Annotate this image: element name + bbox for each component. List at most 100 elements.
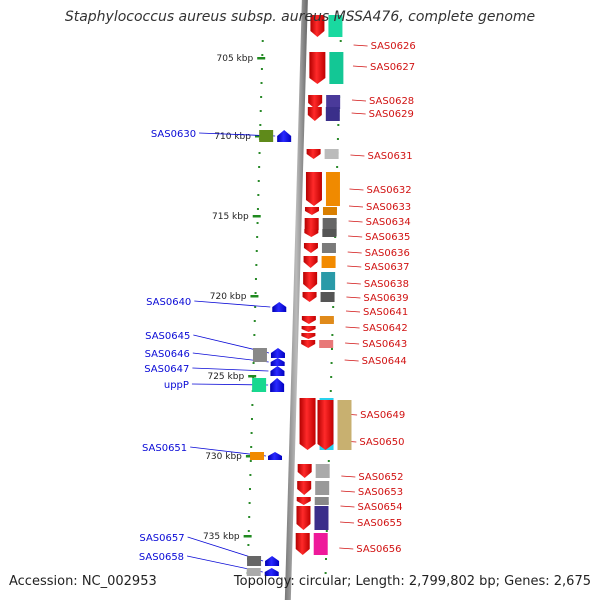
forward-gene-label[interactable]: SAS0657 <box>139 533 184 544</box>
reverse-gene-arrow <box>305 172 322 206</box>
forward-gene-label[interactable]: SAS0640 <box>146 297 191 308</box>
reverse-label-connector <box>344 359 359 362</box>
reverse-label-connector <box>345 310 361 313</box>
forward-gene-label[interactable]: SAS0646 <box>145 349 190 360</box>
gene-feature-box <box>325 172 340 206</box>
guide-dot-left <box>256 222 259 224</box>
tick-mark <box>248 375 257 378</box>
guide-dot-left <box>247 544 250 546</box>
reverse-gene-label[interactable]: SAS0654 <box>357 502 402 513</box>
reverse-gene-label[interactable]: SAS0626 <box>371 41 416 52</box>
guide-dot-right <box>330 348 333 350</box>
genome-summary-text: Topology: circular; Length: 2,799,802 bp… <box>233 574 591 589</box>
reverse-gene-label[interactable]: SAS0635 <box>365 232 410 243</box>
guide-dot-left <box>255 250 258 252</box>
gene-feature-box <box>252 378 267 392</box>
reverse-gene-label[interactable]: SAS0633 <box>366 202 411 213</box>
reverse-gene-label[interactable]: SAS0652 <box>358 472 403 483</box>
gene-feature-box <box>252 348 267 362</box>
reverse-gene-label[interactable]: SAS0639 <box>363 293 408 304</box>
reverse-label-connector <box>340 490 355 493</box>
gene-feature-box <box>259 130 274 142</box>
guide-dot-right <box>336 166 339 168</box>
guide-dot-left <box>253 320 256 322</box>
reverse-gene-arrow <box>306 149 321 159</box>
guide-dot-right <box>325 530 328 532</box>
forward-gene-label[interactable]: SAS0630 <box>151 129 196 140</box>
gene-feature-box <box>325 107 340 121</box>
forward-gene-arrow <box>264 568 279 576</box>
reverse-gene-label[interactable]: SAS0656 <box>356 544 401 555</box>
reverse-gene-label[interactable]: SAS0629 <box>369 109 414 120</box>
reverse-gene-arrow <box>297 481 312 495</box>
guide-dot-right <box>337 124 340 126</box>
guide-dot-right <box>339 40 342 42</box>
guide-dot-left <box>258 166 261 168</box>
gene-feature-box <box>315 464 330 478</box>
reverse-gene-label[interactable]: SAS0637 <box>364 262 409 273</box>
reverse-gene-label[interactable]: SAS0653 <box>358 487 403 498</box>
reverse-gene-label[interactable]: SAS0636 <box>365 248 410 259</box>
guide-dot-left <box>260 82 263 84</box>
guide-dot-left <box>259 124 262 126</box>
gene-feature-box <box>246 568 261 576</box>
reverse-label-connector <box>345 326 360 329</box>
guide-dot-right <box>325 558 328 560</box>
guide-dot-left <box>248 502 251 504</box>
reverse-gene-label[interactable]: SAS0638 <box>364 279 409 290</box>
reverse-gene-label[interactable]: SAS0628 <box>369 96 414 107</box>
reverse-gene-label[interactable]: SAS0643 <box>362 339 407 350</box>
forward-gene-arrow <box>270 348 285 358</box>
guide-dot-left <box>250 446 253 448</box>
forward-gene-label[interactable]: SAS0651 <box>142 443 187 454</box>
reverse-gene-label[interactable]: SAS0644 <box>362 356 407 367</box>
reverse-gene-label[interactable]: SAS0631 <box>367 151 412 162</box>
reverse-gene-label[interactable]: SAS0634 <box>366 217 411 228</box>
reverse-gene-arrow <box>317 400 334 450</box>
reverse-gene-label[interactable]: SAS0642 <box>363 323 408 334</box>
reverse-label-connector <box>347 251 362 254</box>
guide-dot-right <box>330 376 333 378</box>
gene-feature-box <box>319 316 334 324</box>
guide-dot-left <box>250 432 253 434</box>
forward-gene-label[interactable]: SAS0658 <box>139 552 184 563</box>
reverse-gene-label[interactable]: SAS0632 <box>366 185 411 196</box>
reverse-label-connector <box>349 188 364 191</box>
gene-feature-box <box>329 52 344 84</box>
reverse-gene-arrow <box>307 107 322 121</box>
gene-feature-box <box>315 481 330 495</box>
reverse-label-connector <box>351 112 366 115</box>
guide-dot-left <box>258 152 261 154</box>
forward-label-connector <box>192 367 269 372</box>
gene-feature-box <box>337 400 352 450</box>
guide-dot-right <box>332 306 335 308</box>
forward-gene-arrow <box>270 366 285 376</box>
reverse-gene-arrow <box>297 464 312 478</box>
tick-mark <box>257 57 266 60</box>
reverse-gene-arrow <box>301 316 316 324</box>
reverse-gene-arrow <box>303 256 318 268</box>
guide-dot-left <box>251 404 254 406</box>
reverse-label-connector <box>339 547 354 550</box>
tick-label: 705 kbp <box>217 54 254 64</box>
reverse-gene-label[interactable]: SAS0649 <box>360 410 405 421</box>
guide-dot-left <box>260 96 263 98</box>
reverse-gene-label[interactable]: SAS0627 <box>370 62 415 73</box>
forward-gene-label[interactable]: SAS0645 <box>145 331 190 342</box>
reverse-gene-label[interactable]: SAS0641 <box>363 307 408 318</box>
guide-dot-left <box>259 110 262 112</box>
tick-mark <box>243 535 252 538</box>
forward-gene-arrow <box>270 378 285 392</box>
guide-dot-left <box>249 474 252 476</box>
forward-gene-label[interactable]: SAS0647 <box>144 364 189 375</box>
map-title: Staphylococcus aureus subsp. aureus MSSA… <box>64 9 536 25</box>
guide-dot-right <box>331 334 334 336</box>
gene-feature-box <box>322 207 337 215</box>
guide-dot-left <box>254 292 257 294</box>
tick-mark <box>254 135 263 138</box>
reverse-gene-label[interactable]: SAS0655 <box>357 518 402 529</box>
guide-dot-left <box>248 516 251 518</box>
reverse-gene-label[interactable]: SAS0650 <box>359 437 404 448</box>
tick-mark <box>245 455 254 458</box>
forward-gene-label[interactable]: uppP <box>164 380 189 391</box>
